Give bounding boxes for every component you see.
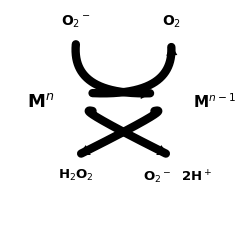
Text: O$_2$$^-$: O$_2$$^-$ [61,13,91,30]
Text: M$^n$: M$^n$ [26,93,54,111]
Text: H$_2$O$_2$: H$_2$O$_2$ [58,168,94,183]
Text: O$_2$: O$_2$ [162,13,181,30]
Text: O$_2$$^-$  2H$^+$: O$_2$$^-$ 2H$^+$ [144,168,213,186]
Text: M$^{n-1}$: M$^{n-1}$ [193,93,235,111]
